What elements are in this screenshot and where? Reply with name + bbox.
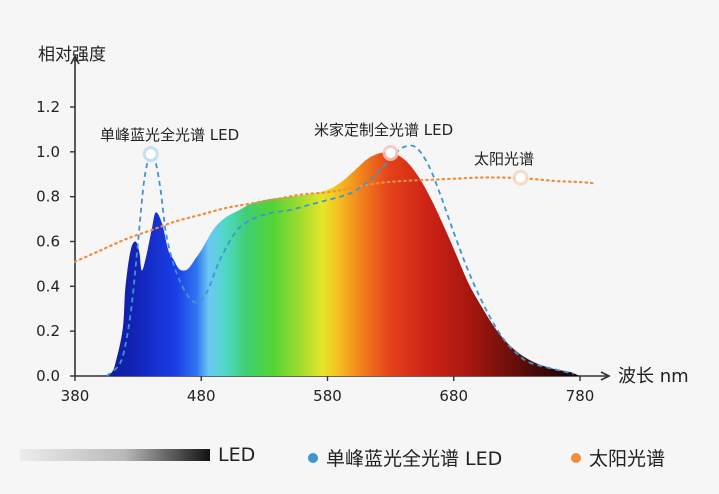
- legend-item-single-peak: 单峰蓝光全光谱 LED: [308, 444, 502, 471]
- plot-area: [73, 144, 594, 377]
- y-tick-label: 1.0: [36, 143, 60, 161]
- x-axis-arrow: [600, 371, 611, 381]
- series-line-single-peak: [105, 144, 574, 377]
- x-tick-label: 780: [566, 387, 595, 405]
- legend-label-sun: 太阳光谱: [589, 448, 666, 470]
- series-area-mijia: [93, 152, 581, 376]
- x-tick-label: 580: [313, 387, 342, 405]
- x-tick-label: 680: [439, 387, 468, 405]
- legend-item-sun: 太阳光谱: [571, 444, 665, 471]
- x-tick-label: 480: [187, 387, 216, 405]
- legend-dot-blue: [308, 452, 318, 463]
- series-line-sun: [73, 176, 594, 263]
- axes: 0.0 0.2 0.4 0.6 0.8 1.0 1.2 380 480 580 680 780 相对强度…: [36, 45, 689, 405]
- y-tick-label: 0.4: [36, 277, 60, 295]
- y-tick-label: 0.8: [36, 188, 60, 206]
- y-axis-label: 相对强度: [38, 45, 106, 65]
- spectrum-chart: 0.0 0.2 0.4 0.6 0.8 1.0 1.2 380 480 580 680 780 相对强度…: [36, 45, 689, 405]
- legend-item-led: LED: [20, 444, 255, 466]
- y-tick-label: 0.0: [36, 367, 60, 385]
- x-axis-label: 波长 nm: [618, 366, 689, 387]
- x-tick-label: 380: [61, 387, 90, 405]
- legend-dot-orange: [571, 452, 581, 463]
- legend-gradient-swatch: [20, 449, 210, 461]
- y-tick-label: 0.2: [36, 322, 60, 340]
- legend-label-single-peak: 单峰蓝光全光谱 LED: [326, 448, 503, 470]
- annotation-mijia-marker: [385, 147, 396, 158]
- annotation-mijia-label: 米家定制全光谱 LED: [314, 121, 453, 139]
- annotation-layer: 单峰蓝光全光谱 LED 米家定制全光谱 LED 太阳光谱: [100, 121, 534, 186]
- legend-label-led: LED: [218, 444, 256, 466]
- legend: LED 单峰蓝光全光谱 LED 太阳光谱: [0, 428, 719, 482]
- y-axis-arrow: [70, 54, 80, 65]
- annotation-single-peak-label: 单峰蓝光全光谱 LED: [100, 126, 239, 144]
- annotation-sun-marker: [515, 172, 526, 183]
- y-tick-label: 1.2: [36, 98, 60, 116]
- y-tick-label: 0.6: [36, 233, 60, 251]
- annotation-single-peak-marker: [145, 149, 156, 160]
- annotation-sun-label: 太阳光谱: [474, 150, 534, 168]
